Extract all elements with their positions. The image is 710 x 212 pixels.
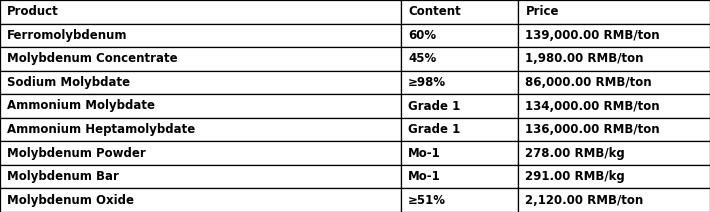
Bar (518, 0, 710, 24)
Bar (0, 141, 401, 165)
Text: 291.00 RMB/kg: 291.00 RMB/kg (525, 170, 625, 183)
Bar (401, 141, 518, 165)
Bar (0, 94, 401, 118)
Text: Molybdenum Bar: Molybdenum Bar (7, 170, 119, 183)
Text: ≥98%: ≥98% (408, 76, 447, 89)
Text: 1,980.00 RMB/ton: 1,980.00 RMB/ton (525, 52, 644, 65)
Bar (0, 47, 401, 71)
Text: 60%: 60% (408, 29, 437, 42)
Text: Molybdenum Powder: Molybdenum Powder (7, 147, 146, 160)
Text: 278.00 RMB/kg: 278.00 RMB/kg (525, 147, 625, 160)
Text: Price: Price (525, 5, 559, 18)
Bar (518, 71, 710, 94)
Text: 2,120.00 RMB/ton: 2,120.00 RMB/ton (525, 194, 644, 207)
Bar (401, 165, 518, 188)
Text: 136,000.00 RMB/ton: 136,000.00 RMB/ton (525, 123, 660, 136)
Bar (401, 47, 518, 71)
Text: 134,000.00 RMB/ton: 134,000.00 RMB/ton (525, 99, 660, 113)
Bar (518, 47, 710, 71)
Bar (401, 24, 518, 47)
Bar (0, 71, 401, 94)
Text: Content: Content (408, 5, 461, 18)
Bar (401, 118, 518, 141)
Text: Grade 1: Grade 1 (408, 123, 461, 136)
Bar (401, 71, 518, 94)
Bar (0, 0, 401, 24)
Bar (518, 141, 710, 165)
Text: Ammonium Heptamolybdate: Ammonium Heptamolybdate (7, 123, 195, 136)
Text: 86,000.00 RMB/ton: 86,000.00 RMB/ton (525, 76, 652, 89)
Bar (518, 118, 710, 141)
Bar (0, 188, 401, 212)
Bar (401, 0, 518, 24)
Text: Sodium Molybdate: Sodium Molybdate (7, 76, 130, 89)
Text: Ammonium Molybdate: Ammonium Molybdate (7, 99, 155, 113)
Text: Mo-1: Mo-1 (408, 170, 441, 183)
Text: 139,000.00 RMB/ton: 139,000.00 RMB/ton (525, 29, 660, 42)
Bar (0, 118, 401, 141)
Text: 45%: 45% (408, 52, 437, 65)
Text: Ferromolybdenum: Ferromolybdenum (7, 29, 128, 42)
Bar (518, 165, 710, 188)
Bar (0, 24, 401, 47)
Bar (401, 94, 518, 118)
Text: ≥51%: ≥51% (408, 194, 447, 207)
Bar (0, 165, 401, 188)
Text: Product: Product (7, 5, 59, 18)
Text: Molybdenum Concentrate: Molybdenum Concentrate (7, 52, 178, 65)
Bar (518, 24, 710, 47)
Text: Grade 1: Grade 1 (408, 99, 461, 113)
Text: Molybdenum Oxide: Molybdenum Oxide (7, 194, 134, 207)
Bar (518, 94, 710, 118)
Bar (518, 188, 710, 212)
Bar (401, 188, 518, 212)
Text: Mo-1: Mo-1 (408, 147, 441, 160)
